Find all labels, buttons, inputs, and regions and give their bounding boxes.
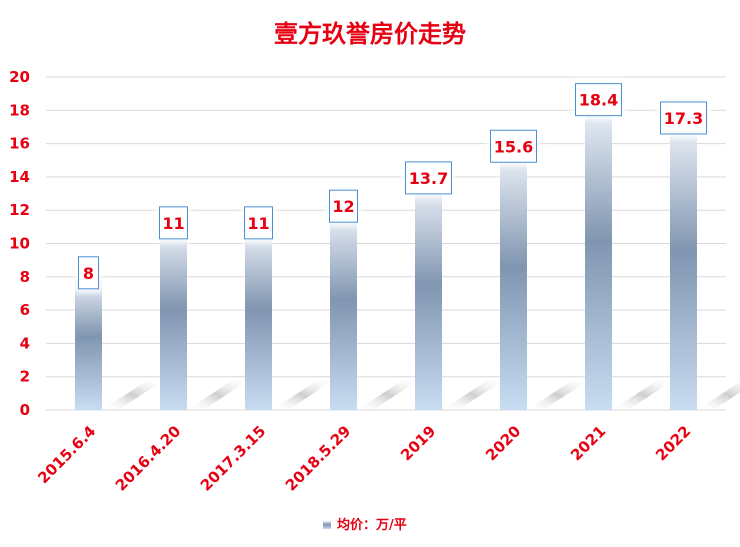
- bars: [75, 103, 697, 410]
- bar-shadow: [527, 380, 589, 410]
- y-tick-label: 16: [9, 135, 30, 153]
- x-tick-label: 2021: [567, 422, 609, 464]
- y-tick-label: 10: [9, 235, 30, 253]
- bar-shadows: [102, 380, 740, 410]
- bar: [245, 226, 272, 410]
- data-label-box: [490, 129, 537, 163]
- bar-shadow: [102, 380, 164, 410]
- chart-title: 壹方玖誉房价走势: [274, 20, 466, 48]
- legend-label: 均价：万/平: [337, 517, 407, 533]
- bar: [330, 210, 357, 410]
- x-axis: 2015.6.4 2016.4.20 2017.3.15 2018.5.29 2019 2…: [34, 422, 694, 494]
- data-label-box: [78, 256, 99, 290]
- bar-shadow: [697, 381, 740, 410]
- data-label-box: [159, 206, 188, 240]
- data-label: 11: [162, 214, 184, 233]
- y-tick-label: 8: [20, 268, 30, 286]
- y-axis: 0 2 4 6 8 10 12 14 16 18 20: [9, 68, 30, 419]
- bar: [160, 226, 187, 410]
- y-tick-label: 2: [20, 368, 30, 386]
- data-labels: 8 11 11 12 13.7 15.6 18.4 17.3: [74, 79, 711, 293]
- gridlines: [46, 76, 726, 411]
- bar: [670, 121, 697, 410]
- data-label: 17.3: [664, 109, 703, 128]
- x-tick-label: 2015.6.4: [34, 422, 99, 487]
- data-label: 15.6: [494, 137, 533, 156]
- data-label-box: [405, 161, 452, 195]
- data-label: 18.4: [579, 91, 618, 110]
- x-tick-label: 2020: [482, 422, 524, 464]
- bar: [415, 181, 442, 410]
- x-tick-label: 2017.3.15: [197, 422, 269, 494]
- data-label: 8: [83, 264, 94, 283]
- x-tick-label: 2022: [652, 422, 694, 464]
- data-label: 11: [247, 214, 269, 233]
- data-label: 12: [332, 197, 354, 216]
- legend: 均价：万/平: [323, 517, 407, 533]
- data-label-box: [244, 206, 273, 240]
- x-tick-label: 2016.4.20: [112, 422, 184, 494]
- y-tick-label: 14: [9, 168, 30, 186]
- bar-shadow: [357, 380, 419, 410]
- bar-shadow: [272, 380, 334, 410]
- y-tick-label: 0: [20, 401, 30, 419]
- y-tick-label: 12: [9, 201, 30, 219]
- watermark: 搜狐号@搜狐焦点鞍山站: [581, 524, 724, 540]
- data-label-box: [575, 83, 622, 117]
- bar: [75, 276, 102, 410]
- bar-shadow: [442, 380, 504, 410]
- bar: [585, 103, 612, 410]
- x-tick-label: 2019: [397, 422, 439, 464]
- bar-shadow: [612, 380, 674, 410]
- data-label-box: [660, 101, 707, 135]
- data-label-box: [329, 189, 358, 223]
- y-tick-label: 6: [20, 301, 30, 319]
- y-tick-label: 4: [20, 334, 30, 352]
- bar-shadow: [187, 380, 249, 410]
- y-tick-label: 18: [9, 101, 30, 119]
- legend-swatch: [323, 521, 331, 529]
- y-tick-label: 20: [9, 68, 30, 86]
- bar: [500, 150, 527, 410]
- data-label: 13.7: [409, 169, 448, 188]
- x-tick-label: 2018.5.29: [282, 422, 354, 494]
